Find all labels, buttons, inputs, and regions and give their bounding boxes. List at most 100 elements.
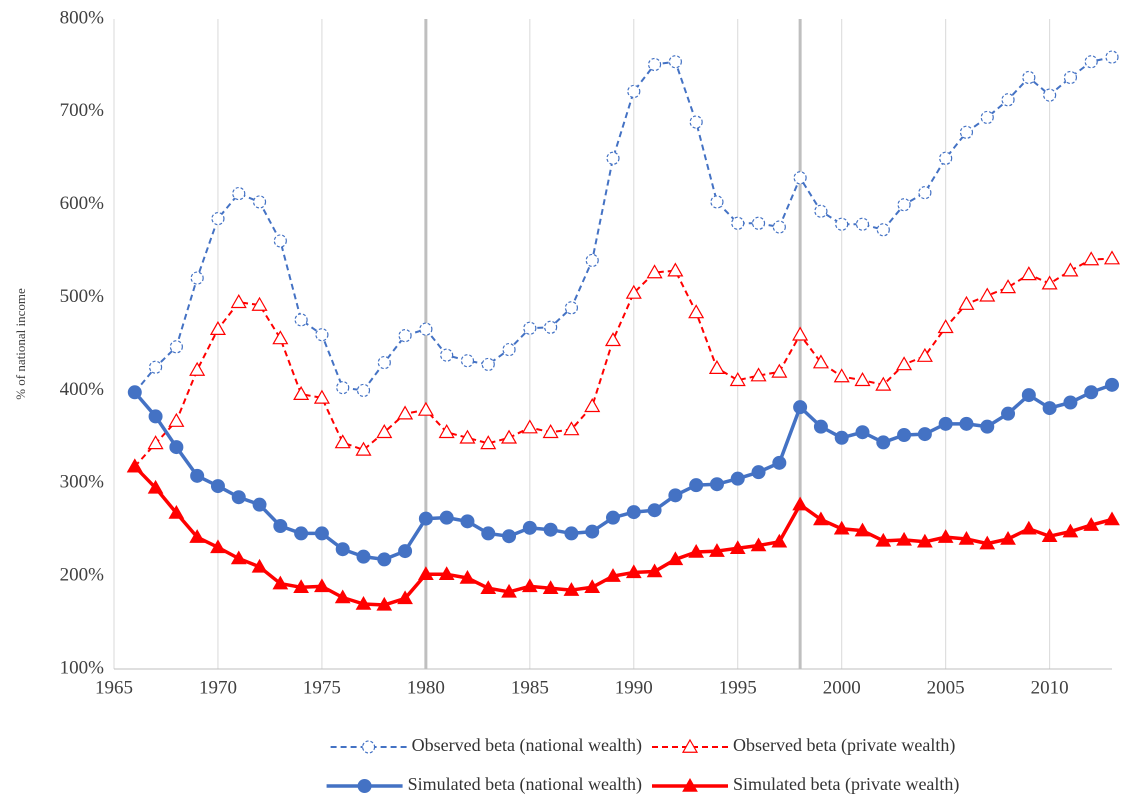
marker (543, 522, 558, 537)
legend-marker (681, 738, 699, 753)
marker (376, 424, 393, 439)
marker (606, 510, 620, 525)
x-tick-label: 1975 (303, 677, 341, 698)
marker (771, 533, 788, 548)
marker (958, 295, 975, 310)
marker (647, 57, 662, 72)
marker (606, 151, 620, 165)
x-tick-label: 1990 (615, 677, 653, 698)
legend-row: Observed beta (national wealth) Observed … (330, 735, 955, 756)
marker (294, 526, 309, 541)
legend-item: Simulated beta (private wealth) (652, 774, 959, 795)
marker (481, 357, 495, 372)
marker (272, 330, 289, 345)
marker (211, 212, 225, 226)
marker (709, 543, 725, 557)
marker (980, 110, 994, 125)
marker (1000, 279, 1017, 294)
marker (833, 520, 850, 535)
marker (293, 385, 310, 400)
series-line (134, 257, 1113, 468)
marker (1084, 385, 1099, 400)
marker (605, 568, 621, 582)
marker (480, 435, 497, 450)
marker (336, 381, 350, 395)
marker (710, 195, 724, 209)
legend-row: Simulated beta (national wealth) Simulate… (326, 774, 959, 795)
marker (1041, 528, 1058, 542)
marker (544, 320, 558, 334)
marker (731, 216, 745, 230)
marker (875, 376, 892, 391)
marker (148, 409, 163, 424)
x-tick-label: 1995 (719, 677, 757, 698)
marker (148, 360, 163, 374)
marker (792, 496, 808, 511)
marker (168, 504, 185, 519)
marker (875, 532, 892, 547)
y-tick-label: 600% (60, 193, 105, 214)
marker (1043, 88, 1057, 102)
marker (418, 511, 433, 526)
marker (1083, 251, 1100, 266)
y-tick-label: 500% (60, 286, 105, 307)
marker (814, 204, 828, 218)
marker (293, 579, 309, 594)
marker (626, 505, 641, 520)
marker (438, 566, 455, 581)
marker (438, 424, 455, 439)
y-tick-label: 100% (60, 657, 105, 678)
marker (772, 220, 786, 234)
marker (709, 477, 724, 492)
marker (1041, 275, 1058, 290)
y-tick-label: 800% (60, 7, 105, 28)
marker (564, 301, 579, 315)
marker (313, 389, 330, 404)
marker (625, 564, 642, 579)
marker (979, 287, 996, 302)
marker (314, 578, 330, 593)
marker (251, 296, 268, 311)
marker (1104, 511, 1120, 526)
marker (210, 539, 226, 554)
legend-item: Simulated beta (national wealth) (326, 774, 642, 795)
marker (1000, 530, 1016, 545)
marker (729, 540, 746, 555)
marker (230, 550, 247, 565)
marker (688, 304, 705, 319)
y-axis-label: % of national income (13, 288, 28, 400)
marker (355, 441, 372, 456)
marker (209, 320, 226, 335)
marker (1022, 70, 1036, 85)
marker (729, 372, 746, 387)
marker (397, 590, 413, 605)
x-tick-label: 1970 (199, 677, 237, 698)
marker (542, 580, 559, 594)
marker (646, 563, 663, 578)
legend-label: Simulated beta (national wealth) (408, 774, 642, 795)
legend-item: Observed beta (private wealth) (652, 735, 955, 756)
marker (771, 363, 788, 378)
marker (1001, 406, 1016, 421)
y-tick-label: 400% (60, 379, 105, 400)
marker (916, 347, 933, 362)
marker (939, 151, 953, 165)
marker (355, 595, 372, 610)
marker (252, 195, 267, 209)
marker (959, 125, 974, 139)
marker (959, 416, 974, 431)
marker (502, 342, 516, 357)
marker (419, 322, 433, 336)
marker (667, 262, 684, 277)
marker (1001, 93, 1015, 107)
marker (417, 401, 434, 416)
marker (1063, 70, 1078, 85)
marker (937, 529, 954, 543)
marker (377, 552, 392, 567)
marker (854, 372, 871, 387)
marker (1020, 266, 1037, 281)
marker (689, 478, 704, 493)
marker (502, 529, 517, 544)
x-tick-label: 1985 (511, 677, 549, 698)
marker (1063, 395, 1078, 410)
